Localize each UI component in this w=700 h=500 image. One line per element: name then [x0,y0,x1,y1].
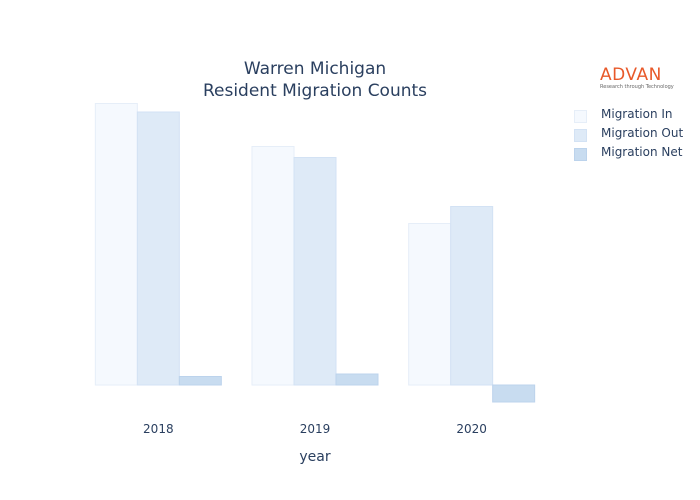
legend-label: Migration In [601,107,673,121]
logo-wordmark: ADVAN [600,65,662,85]
bar-migration-net-2020 [492,384,536,403]
bar-migration-net-2019 [335,373,379,386]
bar-migration-out-2019 [293,157,337,386]
x-axis-title: year [299,449,330,465]
bar-migration-net-2018 [178,376,222,386]
chart-title-line-2: Resident Migration Counts [202,81,428,101]
legend-swatch [574,110,587,123]
bar-migration-in-2020 [408,223,452,386]
x-tick-label: 2019 [300,422,331,436]
legend-swatch [574,148,587,161]
bar-migration-in-2018 [94,103,138,386]
bar-migration-in-2019 [251,146,295,386]
x-tick-label: 2020 [456,422,487,436]
advan-logo: ADVAN Research through Technology [600,65,674,91]
logo-tagline: Research through Technology [600,84,674,90]
chart-title: Warren Michigan Resident Migration Count… [165,58,465,102]
legend-swatch [574,129,587,142]
chart-title-line-1: Warren Michigan [243,59,387,79]
legend-label: Migration Net [601,145,683,159]
bar-migration-out-2018 [136,111,180,386]
bar-migration-out-2020 [450,206,494,386]
x-tick-label: 2018 [143,422,174,436]
legend-label: Migration Out [601,126,684,140]
